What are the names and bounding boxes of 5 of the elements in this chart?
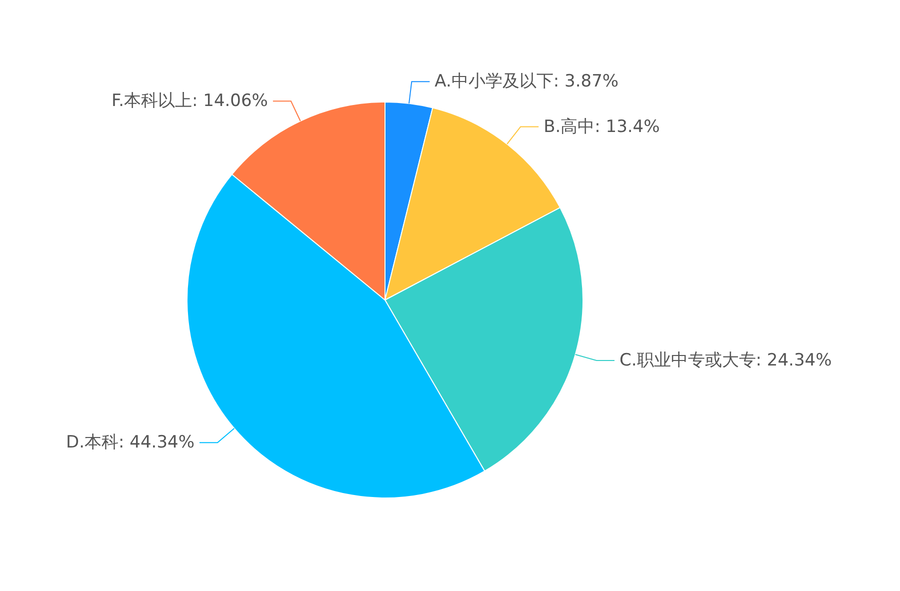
slice-label: F.本科以上: 14.06% [112,91,268,112]
slice-label: B.高中: 13.4% [544,116,660,137]
slice-label: A.中小学及以下: 3.87% [434,72,619,92]
slice-label: D.本科: 44.34% [66,432,194,453]
slice-label: C.职业中专或大专: 24.34% [620,350,832,371]
